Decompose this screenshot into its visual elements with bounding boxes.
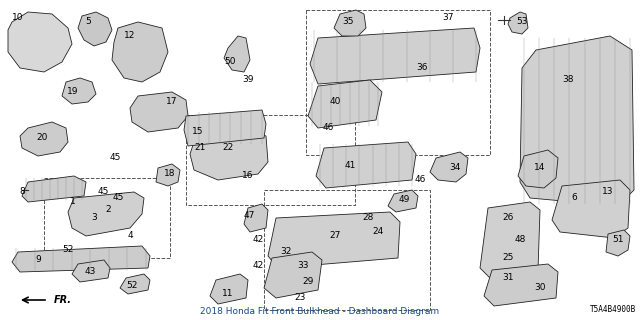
Text: 39: 39: [243, 76, 253, 84]
Text: 53: 53: [516, 18, 528, 27]
Text: 24: 24: [372, 228, 383, 236]
Polygon shape: [316, 142, 416, 188]
Text: 6: 6: [571, 194, 577, 203]
Text: 33: 33: [297, 260, 308, 269]
Text: 18: 18: [164, 170, 176, 179]
Text: 23: 23: [294, 293, 306, 302]
Text: 3: 3: [91, 213, 97, 222]
Text: 35: 35: [342, 18, 354, 27]
Text: 52: 52: [62, 245, 74, 254]
Text: 16: 16: [243, 171, 253, 180]
Text: T5A4B4900B: T5A4B4900B: [589, 305, 636, 314]
Polygon shape: [68, 192, 144, 236]
Polygon shape: [210, 274, 248, 304]
Text: 45: 45: [109, 154, 121, 163]
Polygon shape: [22, 176, 86, 202]
Polygon shape: [484, 264, 558, 306]
Text: 31: 31: [502, 274, 514, 283]
Text: 30: 30: [534, 284, 546, 292]
Polygon shape: [244, 204, 268, 232]
Text: 10: 10: [12, 13, 24, 22]
Polygon shape: [190, 128, 268, 180]
Text: 11: 11: [222, 290, 234, 299]
Text: 52: 52: [126, 281, 138, 290]
Text: 29: 29: [302, 277, 314, 286]
Text: 27: 27: [330, 230, 340, 239]
Text: 41: 41: [344, 161, 356, 170]
Text: 13: 13: [602, 188, 614, 196]
Text: 22: 22: [222, 143, 234, 153]
Polygon shape: [310, 28, 480, 84]
Text: 34: 34: [449, 164, 461, 172]
Text: 1: 1: [70, 197, 76, 206]
Polygon shape: [8, 12, 72, 72]
Text: 2: 2: [105, 205, 111, 214]
Polygon shape: [308, 80, 382, 128]
Text: 45: 45: [97, 188, 109, 196]
Polygon shape: [518, 150, 558, 188]
Text: 47: 47: [243, 211, 255, 220]
Text: 20: 20: [36, 133, 48, 142]
Polygon shape: [480, 202, 540, 278]
Text: 50: 50: [224, 58, 236, 67]
Polygon shape: [430, 152, 468, 182]
Text: 28: 28: [362, 213, 374, 222]
Polygon shape: [508, 12, 528, 34]
Text: 17: 17: [166, 98, 178, 107]
Polygon shape: [12, 246, 150, 272]
Text: 38: 38: [563, 76, 573, 84]
Text: 9: 9: [35, 255, 41, 265]
Text: 12: 12: [124, 30, 136, 39]
Text: 45: 45: [112, 194, 124, 203]
Polygon shape: [62, 78, 96, 104]
Polygon shape: [388, 190, 418, 212]
Text: 40: 40: [330, 98, 340, 107]
Text: 48: 48: [515, 236, 525, 244]
Text: FR.: FR.: [54, 295, 72, 305]
Polygon shape: [552, 180, 630, 238]
Polygon shape: [520, 36, 634, 206]
Text: 32: 32: [280, 247, 292, 257]
Text: 25: 25: [502, 253, 514, 262]
Polygon shape: [130, 92, 188, 132]
Polygon shape: [72, 260, 110, 282]
Polygon shape: [606, 230, 630, 256]
Text: 5: 5: [85, 18, 91, 27]
Polygon shape: [334, 10, 366, 36]
Polygon shape: [224, 36, 250, 72]
Polygon shape: [20, 122, 68, 156]
Text: 42: 42: [252, 236, 264, 244]
Text: 43: 43: [84, 268, 96, 276]
Text: 2018 Honda Fit Front Bulkhead - Dashboard Diagram: 2018 Honda Fit Front Bulkhead - Dashboar…: [200, 307, 440, 316]
Polygon shape: [112, 22, 168, 82]
Text: 37: 37: [442, 13, 454, 22]
Polygon shape: [78, 12, 112, 46]
Text: 4: 4: [127, 231, 133, 241]
Polygon shape: [184, 110, 266, 146]
Text: 15: 15: [192, 127, 204, 137]
Text: 46: 46: [323, 124, 333, 132]
Text: 19: 19: [67, 87, 79, 97]
Polygon shape: [120, 274, 150, 294]
Text: 46: 46: [414, 175, 426, 185]
Text: 51: 51: [612, 236, 624, 244]
Polygon shape: [264, 252, 322, 298]
Text: 42: 42: [252, 260, 264, 269]
Text: 8: 8: [19, 188, 25, 196]
Text: 26: 26: [502, 213, 514, 222]
Text: 21: 21: [195, 143, 205, 153]
Text: 49: 49: [398, 196, 410, 204]
Polygon shape: [156, 164, 180, 186]
Text: 14: 14: [534, 164, 546, 172]
Polygon shape: [268, 212, 400, 268]
Text: 36: 36: [416, 63, 428, 73]
